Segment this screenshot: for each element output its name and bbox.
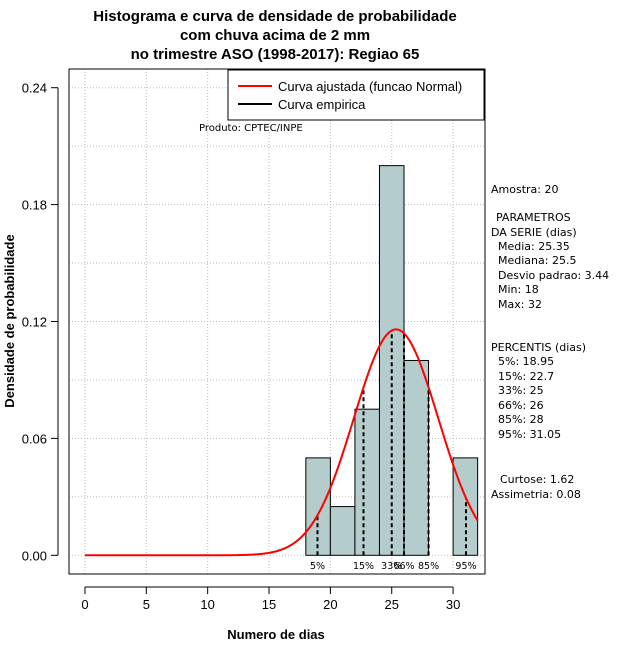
params-heading: PARAMETROS — [496, 211, 571, 224]
percentile-lines — [316, 330, 467, 556]
param-max: Max: 32 — [498, 298, 542, 311]
y-tick-label: 0.12 — [22, 315, 47, 330]
y-axis: 0.00 0.06 0.12 0.18 0.24 — [22, 81, 59, 563]
percentile-15: 15%: 22.7 — [498, 370, 554, 383]
legend-fitted-label: Curva ajustada (funcao Normal) — [278, 79, 462, 94]
param-sd: Desvio padrao: 3.44 — [498, 269, 609, 282]
percentile-line-label: 15% — [353, 561, 374, 572]
stats-panel: Amostra: 20 PARAMETROS DA SERIE (dias) M… — [491, 183, 609, 501]
params-subheading: DA SERIE (dias) — [491, 226, 577, 239]
x-tick-label: 20 — [323, 597, 337, 612]
legend-box — [227, 69, 485, 121]
percentile-labels: 5% 15% 33%66% 85% 95% — [310, 561, 477, 572]
histogram-bar — [354, 408, 380, 556]
histogram-bars — [305, 165, 479, 556]
skewness: Assimetria: 0.08 — [491, 488, 581, 501]
chart-title-line-2: com chuva acima de 2 mm — [180, 27, 370, 44]
percentile-95: 95%: 31.05 — [498, 428, 561, 441]
y-tick-label: 0.18 — [22, 198, 47, 213]
param-mean: Media: 25.35 — [498, 240, 570, 253]
x-axis: 0 5 10 15 20 25 30 — [81, 586, 460, 612]
x-tick-label: 0 — [81, 597, 88, 612]
histogram-bar — [403, 359, 430, 556]
percentile-line-label: 33% — [381, 561, 402, 572]
param-min: Min: 18 — [498, 283, 539, 296]
percentiles-heading: PERCENTIS (dias) — [491, 341, 586, 354]
percentile-85: 85%: 28 — [498, 413, 544, 426]
x-tick-label: 5 — [143, 597, 150, 612]
x-tick-label: 25 — [385, 597, 399, 612]
chart-title-line-3: no trimestre ASO (1998-2017): Regiao 65 — [131, 46, 420, 63]
product-label: Produto: CPTEC/INPE — [199, 123, 303, 134]
y-axis-label: Densidade de probabilidade — [2, 234, 17, 407]
fitted-normal-curve — [84, 328, 479, 557]
y-tick-label: 0.24 — [22, 81, 47, 96]
sample-size: Amostra: 20 — [491, 183, 558, 196]
percentile-5: 5%: 18.95 — [498, 355, 554, 368]
percentile-line-label: 95% — [455, 561, 476, 572]
legend: Curva ajustada (funcao Normal) Curva emp… — [227, 69, 485, 121]
legend-empirical-label: Curva empirica — [278, 97, 366, 112]
plot-frame — [68, 68, 486, 575]
x-axis-label: Numero de dias — [227, 627, 325, 642]
histogram-bar — [329, 506, 356, 556]
x-tick-label: 15 — [262, 597, 276, 612]
x-tick-label: 30 — [446, 597, 460, 612]
chart-title-line-1: Histograma e curva de densidade de proba… — [93, 8, 456, 25]
x-tick-label: 10 — [200, 597, 214, 612]
percentile-line-label: 85% — [418, 561, 439, 572]
y-tick-label: 0.06 — [22, 431, 47, 446]
param-median: Mediana: 25.5 — [498, 254, 576, 267]
percentile-line-label: 5% — [310, 561, 325, 572]
percentile-33: 33%: 25 — [498, 384, 544, 397]
percentile-line-label: 66% — [393, 561, 414, 572]
fitted-curve-layer — [84, 328, 479, 557]
percentile-66: 66%: 26 — [498, 399, 544, 412]
y-tick-label: 0.00 — [22, 548, 47, 563]
kurtosis: Curtose: 1.62 — [500, 473, 574, 486]
